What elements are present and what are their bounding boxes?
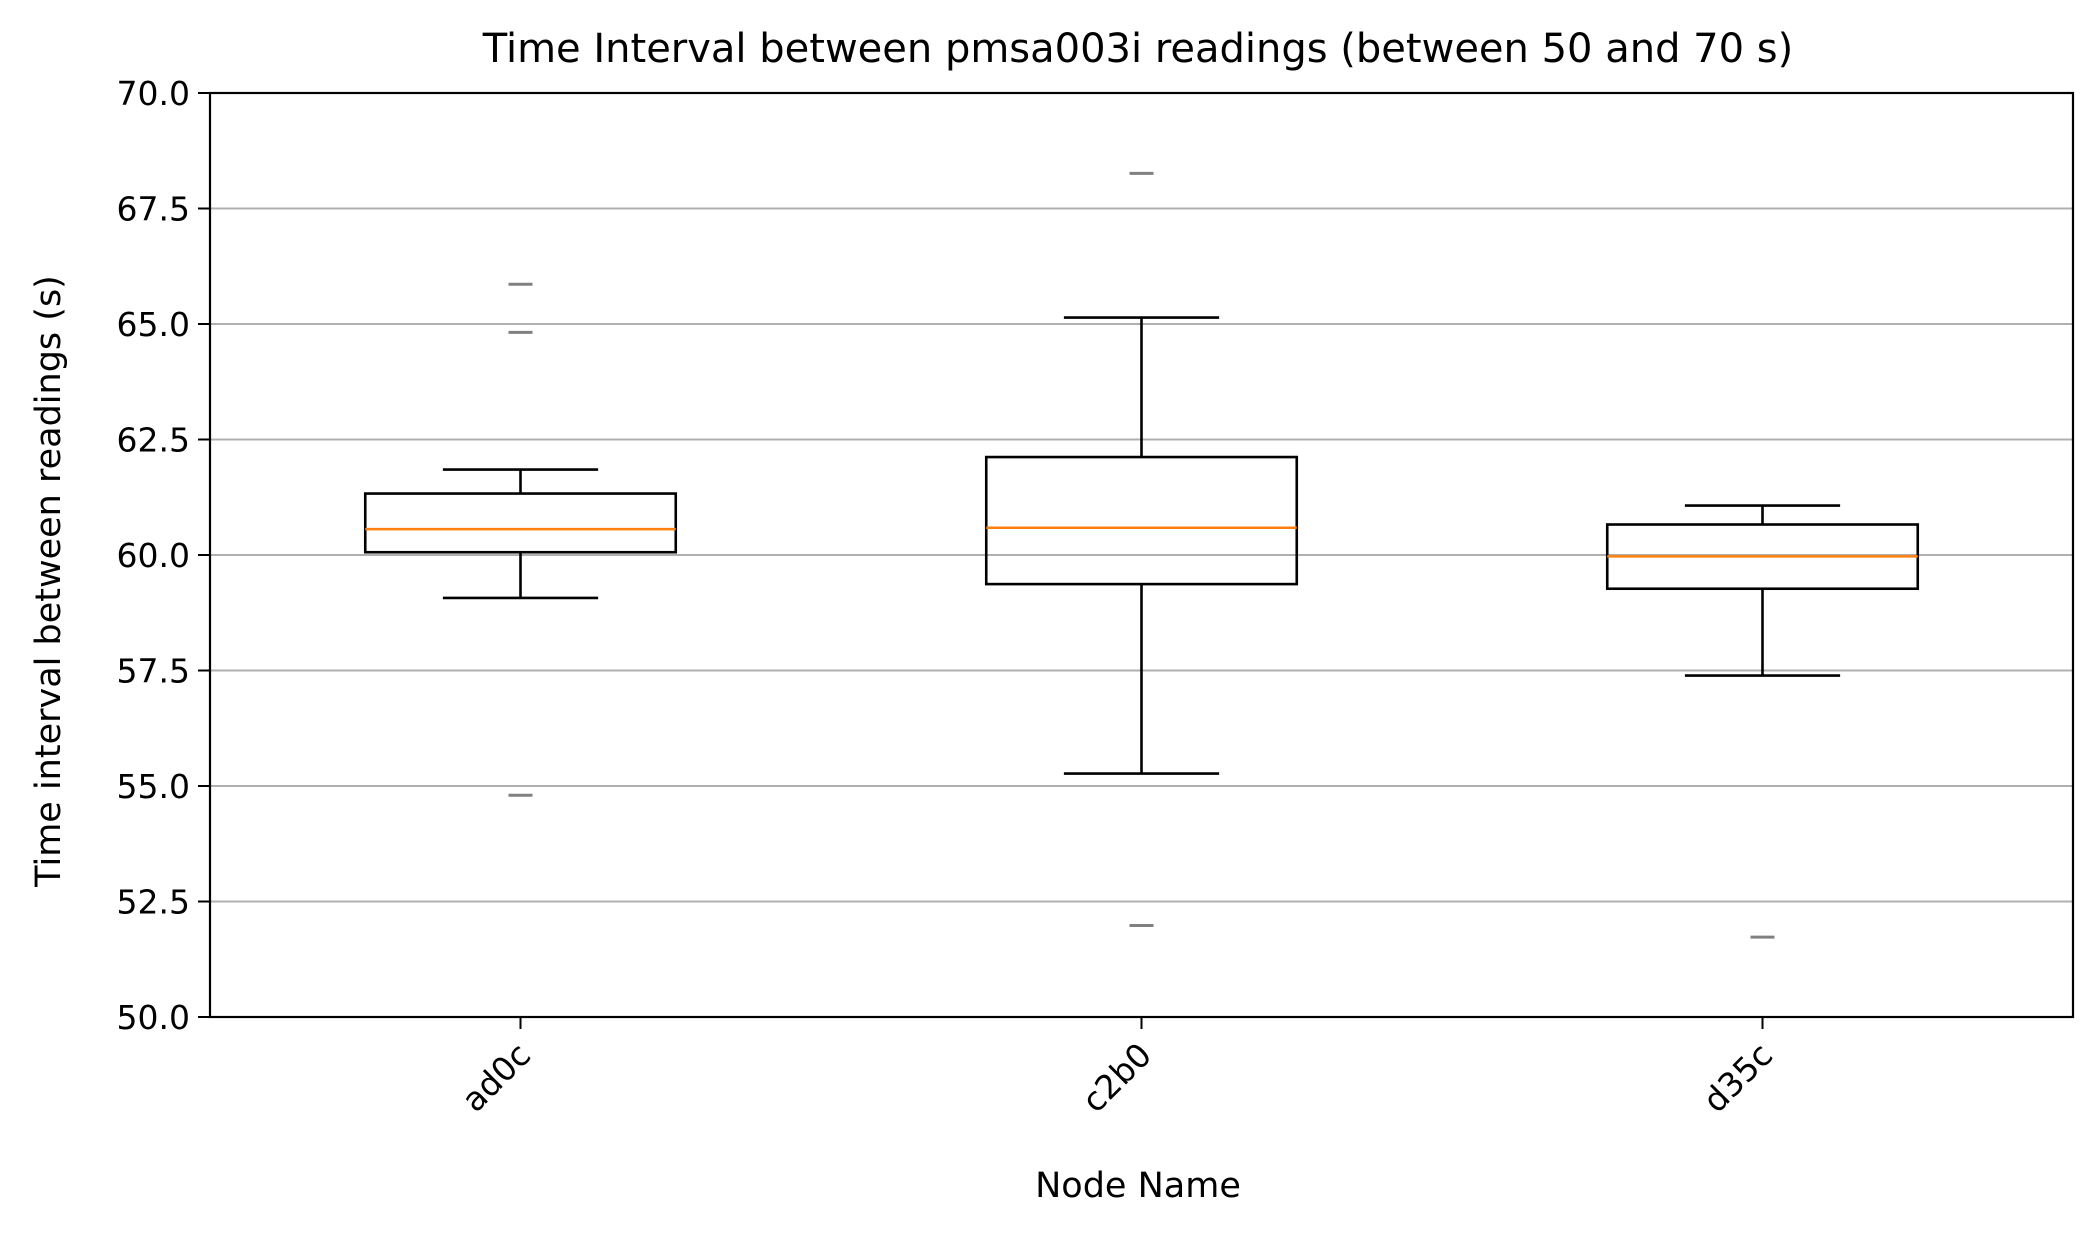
box-d35c — [1605, 504, 1920, 939]
y-tick-label: 67.5 — [117, 190, 190, 229]
y-tick-label: 62.5 — [117, 421, 190, 460]
y-tick-label: 52.5 — [117, 883, 190, 922]
box-c2b0 — [984, 171, 1299, 928]
y-tick-label: 57.5 — [117, 652, 190, 691]
y-tick-label: 65.0 — [117, 305, 190, 344]
y-tick-label: 55.0 — [117, 767, 190, 806]
y-tick-label: 70.0 — [117, 74, 190, 113]
box-iqr — [363, 492, 678, 554]
y-tick-label: 60.0 — [117, 536, 190, 575]
boxes — [363, 171, 1920, 939]
y-tick-label: 50.0 — [117, 998, 190, 1037]
box-iqr — [984, 455, 1299, 586]
x-axis-label: Node Name — [1035, 1166, 1241, 1206]
chart-title: Time Interval between pmsa003i readings … — [482, 26, 1794, 72]
box-ad0c — [363, 282, 678, 797]
y-axis-label: Time interval between readings (s) — [29, 275, 69, 888]
